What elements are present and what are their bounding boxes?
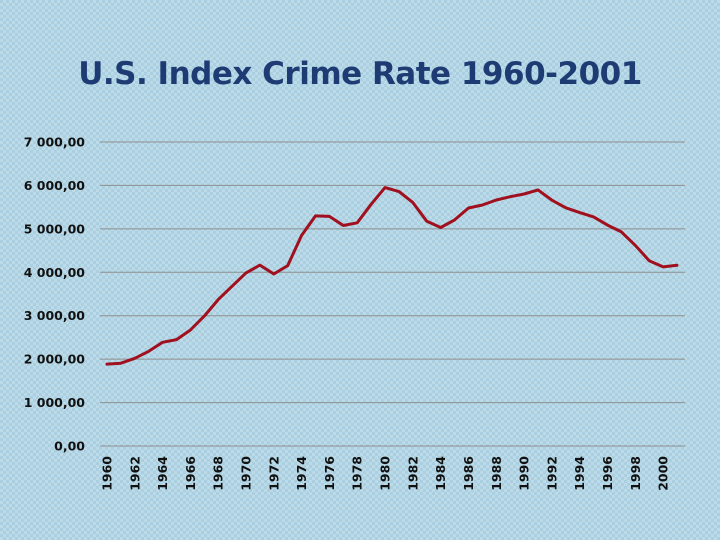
series-line: [105, 186, 679, 366]
x-tick-label: 1966: [183, 456, 198, 491]
x-tick-label: 1974: [294, 456, 309, 491]
x-tick-label: 1984: [433, 456, 448, 491]
y-tick-label: 7 000,00: [24, 135, 86, 150]
x-tick-label: 1998: [628, 456, 643, 491]
y-tick-label: 4 000,00: [24, 265, 86, 280]
x-tick-label: 1978: [350, 456, 365, 491]
x-tick-label: 2000: [656, 456, 671, 491]
x-tick-label: 1970: [239, 456, 254, 491]
x-tick-label: 1962: [127, 456, 142, 491]
x-tick-label: 1990: [517, 456, 532, 491]
y-tick-label: 5 000,00: [24, 221, 86, 236]
x-tick-label: 1960: [100, 456, 115, 491]
x-tick-label: 1964: [155, 456, 170, 491]
y-tick-label: 2 000,00: [24, 352, 86, 367]
y-tick-label: 0,00: [54, 439, 85, 454]
y-tick-label: 6 000,00: [24, 178, 86, 193]
chart-title: U.S. Index Crime Rate 1960-2001: [78, 56, 642, 92]
x-tick-label: 1982: [405, 456, 420, 491]
x-tick-label: 1968: [211, 456, 226, 491]
x-tick-label: 1996: [600, 456, 615, 491]
x-tick-label: 1972: [266, 456, 281, 491]
x-tick-label: 1992: [544, 456, 559, 491]
x-tick-label: 1986: [461, 456, 476, 491]
x-tick-label: 1976: [322, 456, 337, 491]
x-tick-label: 1994: [572, 456, 587, 491]
x-tick-label: 1988: [489, 456, 504, 491]
x-tick-label: 1980: [378, 456, 393, 491]
y-tick-label: 3 000,00: [24, 308, 86, 323]
y-tick-label: 1 000,00: [24, 395, 86, 410]
